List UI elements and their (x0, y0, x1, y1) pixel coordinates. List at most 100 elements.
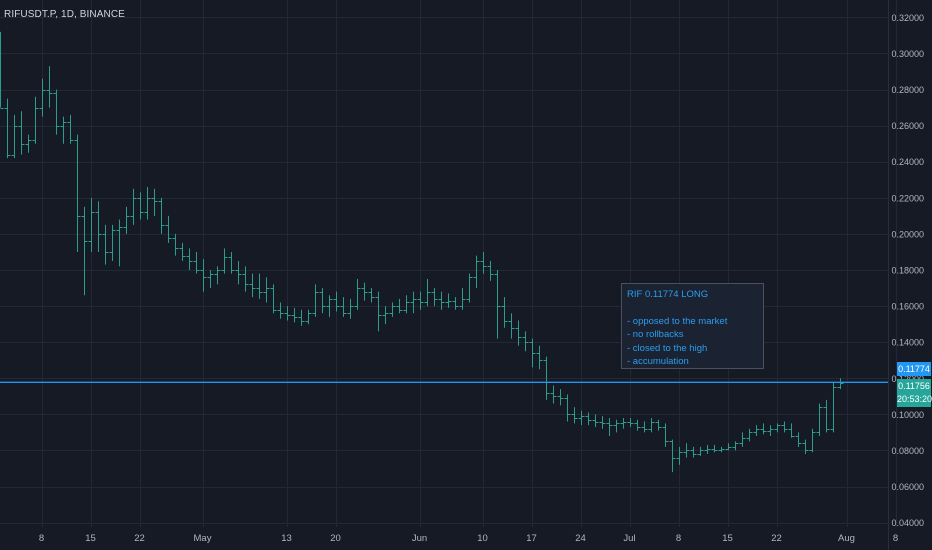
ohlc-bar (298, 309, 305, 326)
ohlc-bar (578, 410, 585, 426)
ohlc-bar (585, 412, 592, 426)
ohlc-bar (200, 259, 207, 292)
ohlc-bar (830, 381, 837, 433)
ohlc-bar (109, 224, 116, 261)
ohlc-bar (487, 260, 494, 281)
ohlc-bar (417, 291, 424, 310)
ohlc-bar (165, 215, 172, 243)
time-tick-label: Jul (623, 533, 635, 544)
note-point: - opposed to the market (627, 315, 728, 327)
ohlc-bar (235, 260, 242, 285)
price-tick-label: 0.18000 (891, 266, 924, 276)
ohlc-bar (690, 446, 697, 458)
price-tick-label: 0.28000 (891, 85, 924, 95)
ohlc-bar (403, 295, 410, 314)
ohlc-bar (816, 403, 823, 436)
ohlc-bar (599, 416, 606, 429)
ohlc-bar (214, 266, 221, 285)
ohlc-bar (732, 441, 739, 451)
ohlc-bar (53, 89, 60, 135)
trade-note[interactable]: RIF 0.11774 LONG - opposed to the market… (621, 283, 764, 369)
time-tick-label: 13 (281, 533, 292, 544)
ohlc-bar (4, 98, 11, 159)
ohlc-bar (564, 394, 571, 422)
ohlc-bar (410, 291, 417, 314)
time-tick-label: 8 (39, 533, 44, 544)
ohlc-bar (620, 417, 627, 429)
ohlc-bar (0, 31, 4, 109)
ohlc-bar (452, 297, 459, 310)
ohlc-bar (669, 439, 676, 473)
ohlc-bar (592, 414, 599, 427)
ohlc-bar (361, 282, 368, 301)
time-tick-label: 8 (893, 533, 898, 544)
time-tick-label: Aug (838, 533, 855, 544)
ohlc-bar (697, 446, 704, 456)
grid (0, 0, 897, 527)
ohlc-bar (438, 291, 445, 310)
note-point: - closed to the high (627, 342, 708, 354)
ohlc-bar (683, 443, 690, 458)
ohlc-bar (67, 114, 74, 144)
line-price-tag: 0.11774 (897, 362, 931, 376)
price-tick-label: 0.24000 (891, 157, 924, 167)
ohlc-bar (396, 298, 403, 314)
ohlc-bar (676, 446, 683, 465)
ohlc-bar (424, 279, 431, 307)
time-tick-label: 22 (771, 533, 782, 544)
note-title: RIF 0.11774 LONG (627, 289, 709, 300)
ohlc-bar (781, 421, 788, 433)
ohlc-bar (459, 288, 466, 310)
price-tick-label: 0.20000 (891, 229, 924, 239)
ohlc-bar (375, 291, 382, 332)
ohlc-bar (228, 251, 235, 274)
ohlc-bar (18, 111, 25, 155)
ohlc-bar (606, 417, 613, 436)
ohlc-bar (550, 385, 557, 404)
ohlc-bar (809, 428, 816, 453)
ohlc-bar (368, 288, 375, 303)
note-point: - no rollbacks (627, 329, 684, 341)
ohlc-bar (648, 417, 655, 433)
ohlc-bar (137, 192, 144, 220)
price-tick-label: 0.10000 (891, 410, 924, 420)
ohlc-bar (662, 423, 669, 447)
ohlc-bar (270, 284, 277, 314)
ohlc-bar (11, 114, 18, 159)
ohlc-bar (74, 134, 81, 252)
ohlc-bar (326, 295, 333, 317)
price-tick-label: 0.32000 (891, 13, 924, 23)
time-tick-label: 22 (134, 533, 145, 544)
ohlc-bar (151, 188, 158, 216)
price-tick-label: 0.16000 (891, 302, 924, 312)
price-axis: 0.04000 0.06000 0.08000 0.10000 0.12000 0.140… (891, 13, 924, 528)
ohlc-bar (347, 298, 354, 319)
ohlc-bar (508, 313, 515, 339)
ohlc-bar (242, 266, 249, 292)
ohlc-bar (627, 417, 634, 427)
ohlc-bar (207, 270, 214, 289)
ohlc-bar (39, 78, 46, 117)
ohlc-bar (641, 421, 648, 433)
ohlc-bar (788, 423, 795, 438)
ohlc-bar (501, 297, 508, 328)
ohlc-bar (46, 66, 53, 108)
note-point: - accumulation (627, 356, 689, 368)
ohlc-bar (753, 425, 760, 436)
ohlc-bar (760, 423, 767, 435)
ohlc-bar (333, 291, 340, 312)
ohlc-bar (340, 297, 347, 317)
ohlc-bar (718, 446, 725, 453)
time-tick-label: 20 (330, 533, 341, 544)
price-tick-label: 0.06000 (891, 482, 924, 492)
ohlc-bar (116, 219, 123, 267)
last-price-tag: 0.11756 20:53:20 (897, 379, 932, 407)
ohlc-bar (284, 306, 291, 321)
time-tick-label: 24 (575, 533, 586, 544)
time-tick-label: May (194, 533, 212, 544)
ohlc-bar (746, 428, 753, 442)
ohlc-bar (655, 419, 662, 431)
ohlc-bar (382, 306, 389, 325)
